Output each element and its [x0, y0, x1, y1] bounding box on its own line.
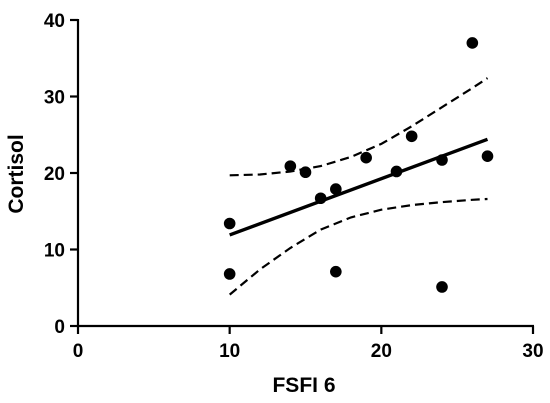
x-tick-label: 30 [522, 341, 543, 362]
data-points [223, 37, 494, 293]
x-tick-label: 0 [73, 341, 84, 362]
axes: 0 10 20 30 0 10 20 30 40 [44, 11, 544, 362]
data-point [436, 281, 448, 293]
y-tick-label: 10 [44, 241, 65, 262]
y-axis-title: Cortisol [5, 134, 28, 213]
y-tick-label: 40 [44, 11, 65, 32]
data-point [314, 192, 327, 205]
data-point [436, 154, 448, 166]
data-point [405, 130, 418, 143]
data-point [481, 150, 494, 162]
data-point [284, 160, 297, 172]
data-point [466, 37, 479, 49]
data-point [223, 268, 236, 280]
x-tick-label: 20 [371, 341, 392, 362]
y-tick-label: 0 [54, 317, 65, 338]
data-point [299, 166, 312, 179]
ci-lower-line [228, 197, 488, 296]
data-point [330, 265, 342, 278]
data-point [360, 151, 372, 164]
data-point [330, 183, 342, 195]
data-point [390, 165, 403, 178]
confidence-band [228, 77, 489, 296]
ci-upper-line [229, 77, 489, 177]
y-tick-label: 30 [44, 88, 65, 109]
data-point [223, 217, 236, 230]
x-tick-label: 10 [219, 341, 240, 362]
x-axis-title: FSFI 6 [272, 374, 335, 397]
y-tick-label: 20 [44, 164, 65, 185]
